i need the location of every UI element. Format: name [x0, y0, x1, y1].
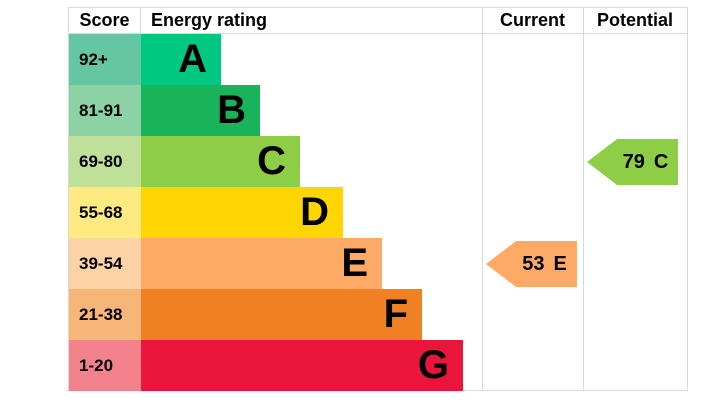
- band-score-cell: 81-91: [69, 85, 141, 136]
- band-row-g: 1-20 G: [69, 340, 687, 391]
- band-bar: E: [141, 238, 382, 289]
- band-score-cell: 21-38: [69, 289, 141, 340]
- column-divider-current: [482, 8, 483, 390]
- band-bar: A: [141, 34, 221, 85]
- band-bar: C: [141, 136, 300, 187]
- potential-band: C: [653, 150, 669, 173]
- band-letter: E: [341, 241, 368, 285]
- band-score-cell: 92+: [69, 34, 141, 85]
- band-bar: B: [141, 85, 260, 136]
- band-score-cell: 69-80: [69, 136, 141, 187]
- current-band: E: [553, 252, 567, 275]
- table-header-row: Score Energy rating Current Potential: [69, 8, 687, 34]
- band-letter: B: [217, 88, 246, 132]
- band-letter: C: [257, 139, 286, 183]
- column-header-current: Current: [499, 10, 565, 30]
- column-header-score: Score: [69, 8, 141, 33]
- column-divider-potential: [583, 8, 584, 390]
- band-bar: G: [141, 340, 463, 391]
- potential-score: 79: [622, 150, 645, 173]
- band-row-f: 21-38 F: [69, 289, 687, 340]
- band-bar: F: [141, 289, 422, 340]
- band-score-cell: 39-54: [69, 238, 141, 289]
- band-row-e: 39-54 E: [69, 238, 687, 289]
- band-row-b: 81-91 B: [69, 85, 687, 136]
- current-score: 53: [522, 252, 545, 275]
- band-bar: D: [141, 187, 343, 238]
- band-row-c: 69-80 C: [69, 136, 687, 187]
- band-row-a: 92+ A: [69, 34, 687, 85]
- column-header-energy-rating: Energy rating: [151, 10, 268, 30]
- band-letter: D: [300, 190, 329, 234]
- column-header-potential: Potential: [596, 10, 673, 30]
- band-letter: F: [383, 292, 408, 336]
- band-letter: A: [178, 37, 207, 81]
- band-row-d: 55-68 D: [69, 187, 687, 238]
- band-score-cell: 1-20: [69, 340, 141, 391]
- band-letter: G: [417, 343, 449, 387]
- epc-table: Score Energy rating Current Potential 92…: [68, 7, 688, 391]
- band-score-cell: 55-68: [69, 187, 141, 238]
